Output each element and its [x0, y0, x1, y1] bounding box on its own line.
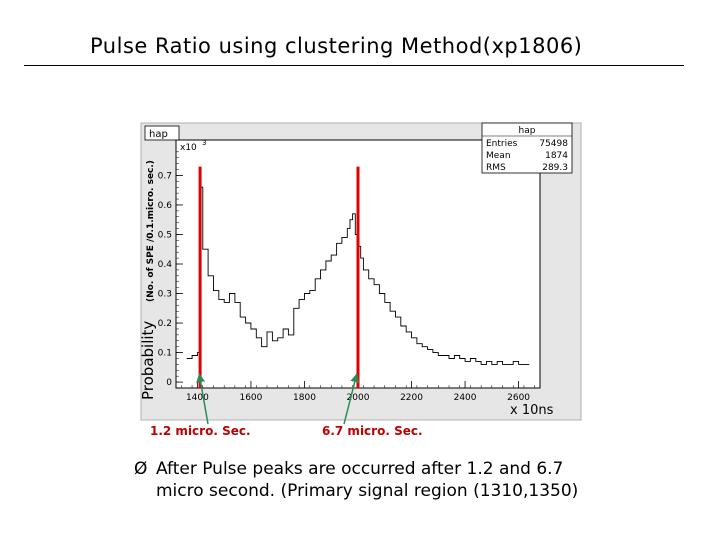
stats-box-title: hap: [519, 126, 536, 136]
annotation-arrow-1: [196, 373, 209, 425]
stats-value-mean: 1874: [545, 151, 568, 161]
bullet-text-line-1: After Pulse peaks are occurred after 1.2…: [156, 459, 564, 479]
x-tick-label: 2400: [454, 393, 477, 403]
stats-value-entries: 75498: [539, 139, 568, 149]
stats-label-entries: Entries: [486, 139, 518, 149]
slide-title: Pulse Ratio using clustering Method(xp18…: [90, 34, 583, 58]
x-multiplier-label: x 10ns: [510, 403, 554, 418]
annotation-arrow-2: [343, 373, 360, 425]
y-tick-label: 0.6: [158, 201, 173, 211]
x-tick-label: 2000: [347, 393, 370, 403]
histogram-series: [186, 186, 530, 365]
y-multiplier-label: x10: [180, 143, 197, 153]
annotation-6-7-micro-sec: 6.7 micro. Sec.: [322, 424, 423, 438]
hist-title-box: [144, 125, 180, 141]
stats-box: [481, 122, 573, 174]
x-tick-label: 2600: [507, 393, 530, 403]
stats-label-rms: RMS: [486, 163, 506, 173]
x-tick-label: 2200: [400, 393, 423, 403]
stats-value-rms: 289.3: [542, 163, 568, 173]
y-tick-label: 0.2: [158, 319, 172, 329]
y-tick-label: 0.3: [158, 290, 172, 300]
stats-label-mean: Mean: [486, 151, 511, 161]
y-tick-label: 0.4: [158, 260, 173, 270]
y-tick-label: 0.5: [158, 230, 172, 240]
x-tick-label: 1400: [186, 393, 209, 403]
y-tick-label: 0.1: [158, 349, 172, 359]
bullet-point: Ø After Pulse peaks are occurred after 1.…: [134, 458, 578, 502]
title-divider: [24, 65, 684, 66]
bullet-text-line-2: micro second. (Primary signal region (13…: [156, 481, 579, 501]
y-axis-label-main: Probability: [139, 321, 157, 400]
y-tick-label: 0: [166, 378, 172, 388]
y-tick-label: 0.7: [158, 171, 172, 181]
hist-title-text: hap: [149, 129, 168, 140]
annotation-1-2-micro-sec: 1.2 micro. Sec.: [150, 424, 251, 438]
y-multiplier-exponent: 3: [202, 139, 206, 147]
y-axis-label-sub: (No. of SPE /0.1.micro. sec.): [146, 160, 156, 302]
arrow-bullet-icon: Ø: [134, 459, 148, 479]
x-tick-label: 1600: [239, 393, 262, 403]
x-tick-label: 1800: [293, 393, 316, 403]
